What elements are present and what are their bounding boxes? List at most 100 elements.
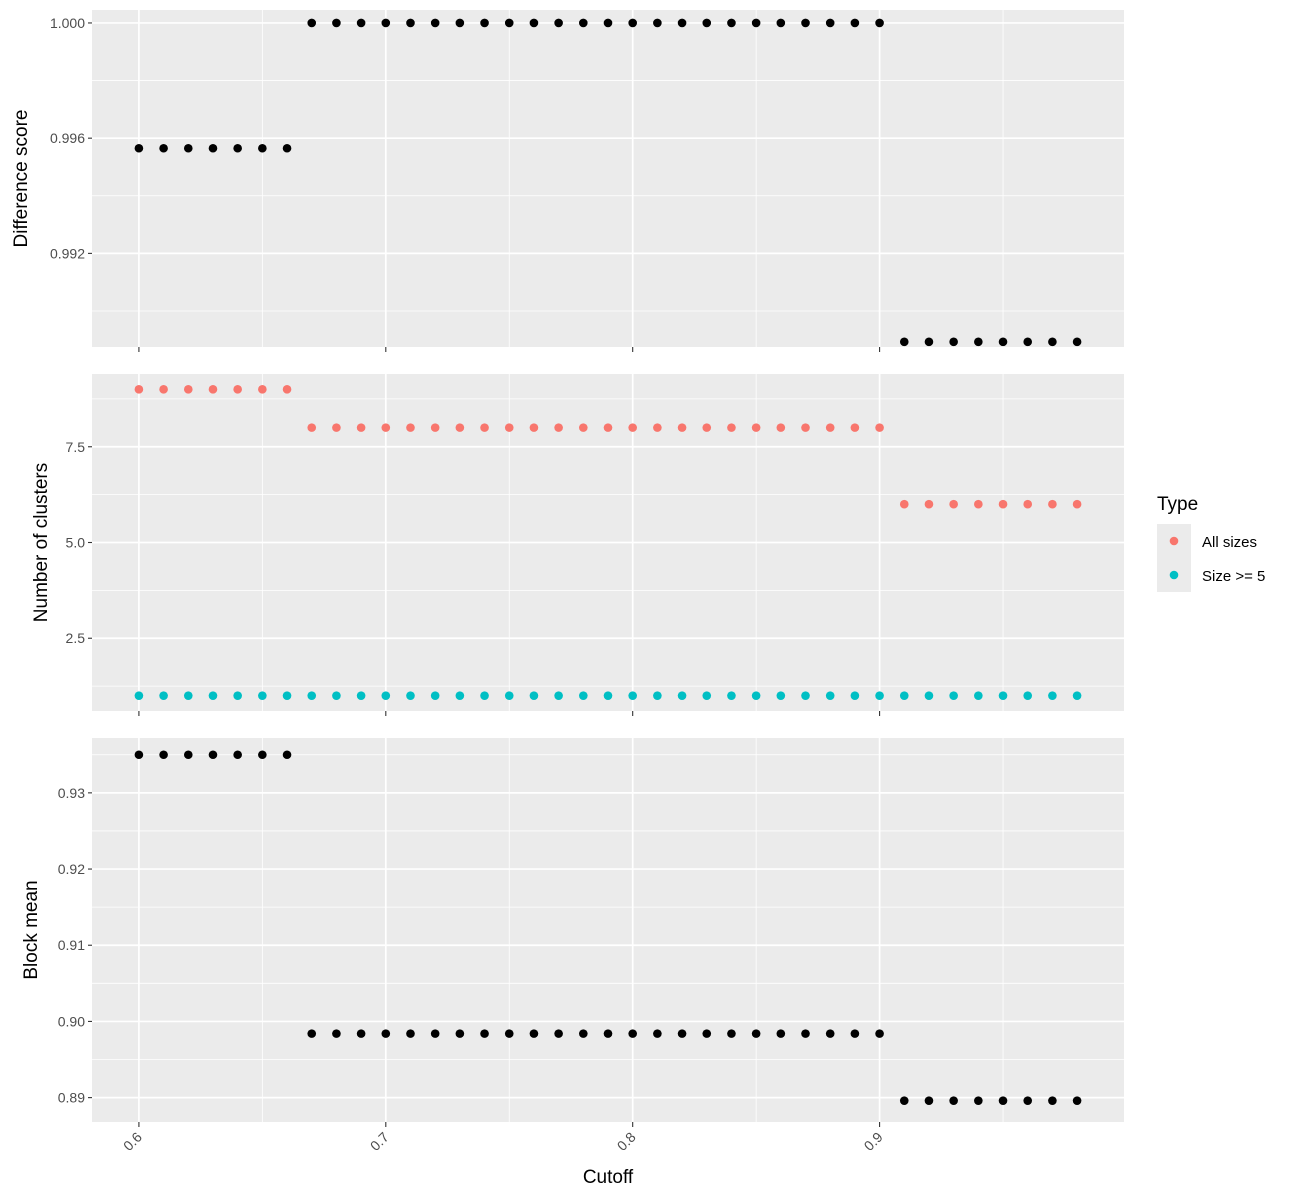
panel-3: 0.89 0.90 0.91 0.92 0.93 Block mean xyxy=(21,738,1124,1127)
data-point xyxy=(258,691,267,700)
data-point xyxy=(480,18,489,28)
data-point xyxy=(480,1029,489,1038)
data-point xyxy=(504,423,514,432)
data-point xyxy=(850,423,860,432)
data-point xyxy=(727,1029,736,1038)
panel-background xyxy=(92,10,1124,347)
data-point xyxy=(1048,499,1057,509)
data-point xyxy=(554,1029,563,1038)
y-tick-label: 0.92 xyxy=(58,861,85,877)
data-point xyxy=(307,691,317,700)
data-point xyxy=(579,691,588,700)
data-point xyxy=(208,750,218,760)
data-point xyxy=(529,18,539,28)
data-point xyxy=(949,337,958,347)
y-tick-label: 0.992 xyxy=(50,245,85,261)
data-point xyxy=(924,691,934,700)
data-point xyxy=(258,385,267,394)
x-axis-title: Cutoff xyxy=(583,1167,634,1188)
data-point xyxy=(1023,1096,1033,1105)
data-point xyxy=(282,691,292,700)
data-point xyxy=(677,1029,687,1038)
y-tick-label: 2.5 xyxy=(66,630,86,646)
data-point xyxy=(134,143,144,153)
data-point xyxy=(776,691,786,700)
y-tick-label: 0.91 xyxy=(58,937,85,953)
data-point xyxy=(1072,337,1082,347)
data-point xyxy=(653,18,662,28)
data-point xyxy=(406,691,415,700)
data-point xyxy=(307,18,317,28)
data-point xyxy=(356,18,366,28)
legend-title: Type xyxy=(1157,494,1198,515)
data-point xyxy=(1072,691,1082,700)
data-point xyxy=(183,750,193,760)
data-point xyxy=(455,1029,465,1038)
data-point xyxy=(875,423,884,432)
data-point xyxy=(924,499,934,509)
data-point xyxy=(233,143,242,153)
x-tick-label: 0.8 xyxy=(614,1129,639,1154)
data-point xyxy=(406,423,415,432)
data-point xyxy=(974,1096,983,1105)
data-point xyxy=(406,1029,415,1038)
data-point xyxy=(949,691,958,700)
data-point xyxy=(751,1029,761,1038)
data-point xyxy=(159,691,168,700)
data-point xyxy=(603,18,613,28)
data-point xyxy=(998,499,1008,509)
data-point xyxy=(183,691,193,700)
x-tick-label: 0.6 xyxy=(120,1129,145,1154)
data-point xyxy=(801,1029,810,1038)
series-1 xyxy=(134,750,1082,1105)
data-point xyxy=(751,18,761,28)
y-tick-label: 0.93 xyxy=(58,785,85,801)
data-point xyxy=(825,691,835,700)
data-point xyxy=(1023,337,1033,347)
legend-label-size-ge-5: Size >= 5 xyxy=(1202,568,1265,585)
data-point xyxy=(801,18,810,28)
data-point xyxy=(1023,691,1033,700)
data-point xyxy=(653,1029,662,1038)
data-point xyxy=(504,18,514,28)
data-point xyxy=(702,691,712,700)
data-point xyxy=(825,1029,835,1038)
data-point xyxy=(307,1029,317,1038)
data-point xyxy=(430,691,440,700)
data-point xyxy=(480,691,489,700)
data-point xyxy=(924,337,934,347)
legend: Type All sizes Size >= 5 xyxy=(1157,494,1265,592)
panel-background xyxy=(92,738,1124,1122)
data-point xyxy=(529,423,539,432)
data-point xyxy=(974,499,983,509)
y-tick-label: 0.89 xyxy=(58,1090,85,1106)
data-point xyxy=(183,143,193,153)
data-point xyxy=(974,691,983,700)
data-point xyxy=(233,691,242,700)
data-point xyxy=(727,691,736,700)
data-point xyxy=(282,143,292,153)
data-point xyxy=(430,1029,440,1038)
data-point xyxy=(850,18,860,28)
data-point xyxy=(998,1096,1008,1105)
data-point xyxy=(1048,1096,1057,1105)
data-point xyxy=(875,691,884,700)
data-point xyxy=(554,691,563,700)
y-tick-label: 0.90 xyxy=(58,1013,85,1029)
data-point xyxy=(356,1029,366,1038)
data-point xyxy=(899,1096,909,1105)
data-point xyxy=(949,1096,958,1105)
data-point xyxy=(504,691,514,700)
data-point xyxy=(628,1029,637,1038)
data-point xyxy=(628,423,637,432)
y-tick-label: 1.000 xyxy=(50,15,85,31)
x-tick-label: 0.9 xyxy=(861,1129,886,1154)
data-point xyxy=(159,143,168,153)
data-point xyxy=(702,18,712,28)
data-point xyxy=(850,691,860,700)
data-point xyxy=(529,1029,539,1038)
data-point xyxy=(1023,499,1033,509)
data-point xyxy=(825,18,835,28)
data-point xyxy=(1072,1096,1082,1105)
data-point xyxy=(974,337,983,347)
